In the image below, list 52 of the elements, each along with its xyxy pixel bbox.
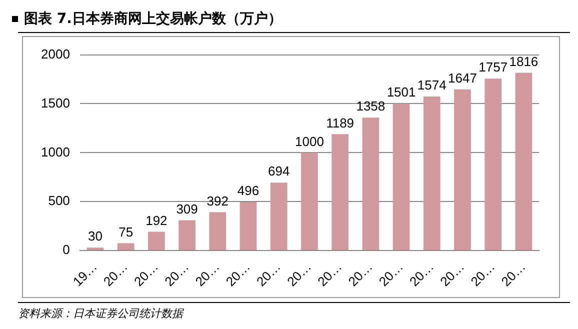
bar	[178, 220, 196, 250]
text: 资料来源：日本证券公司统计数据	[18, 306, 185, 321]
bar	[301, 152, 318, 250]
x-tick-label: 20…	[131, 259, 162, 290]
chart-title: 图表 7.日本券商网上交易帐户数（万户）	[24, 10, 282, 28]
x-tick-label: 20…	[284, 259, 314, 290]
data-label: 1000	[295, 134, 324, 149]
data-label: 496	[237, 183, 260, 198]
x-tick-label: 20…	[376, 259, 406, 290]
x-tick-label: 20…	[468, 259, 498, 290]
data-label: 192	[146, 212, 168, 228]
data-label: 1757	[478, 60, 508, 75]
bar	[454, 89, 471, 250]
bar	[209, 212, 226, 250]
x-tick-label: 20…	[100, 259, 130, 290]
data-label: 1501	[386, 84, 416, 100]
x-tick-label: 20…	[222, 259, 253, 290]
x-tick-label: 20…	[253, 259, 284, 290]
bar	[392, 104, 410, 250]
data-label: 1574	[417, 78, 446, 93]
y-tick-label: 0	[62, 242, 70, 258]
x-tick-label: 20…	[406, 259, 437, 290]
bar	[515, 72, 532, 250]
bar	[270, 182, 288, 250]
x-tick-label: 20…	[345, 259, 376, 290]
x-tick-label: 20…	[314, 259, 345, 290]
x-tick-label: 19…	[70, 259, 100, 290]
bar	[484, 78, 502, 250]
bar	[362, 118, 380, 250]
data-label: 1647	[448, 70, 477, 86]
bar	[240, 202, 257, 250]
data-label: 392	[206, 193, 228, 208]
y-tick-label: 500	[48, 193, 70, 208]
data-label: 30	[88, 228, 102, 244]
x-tick-label: 20…	[192, 259, 222, 290]
bar	[423, 96, 440, 250]
bar	[148, 232, 165, 250]
bar	[117, 243, 134, 250]
y-tick-label: 1000	[41, 144, 70, 160]
bar	[332, 134, 348, 250]
y-tick-label: 1500	[41, 95, 70, 110]
x-tick-label: 20…	[162, 259, 192, 290]
x-tick-label: 20…	[498, 259, 528, 290]
y-tick-label: 2000	[41, 46, 70, 62]
data-label: 694	[268, 164, 290, 179]
data-label: 1358	[356, 98, 386, 114]
data-label: 1816	[509, 54, 538, 69]
x-tick-label: 20…	[437, 259, 468, 290]
data-label: 1189	[326, 115, 354, 130]
bar	[86, 248, 104, 250]
data-label: 309	[176, 201, 198, 216]
data-label: 75	[118, 224, 134, 240]
